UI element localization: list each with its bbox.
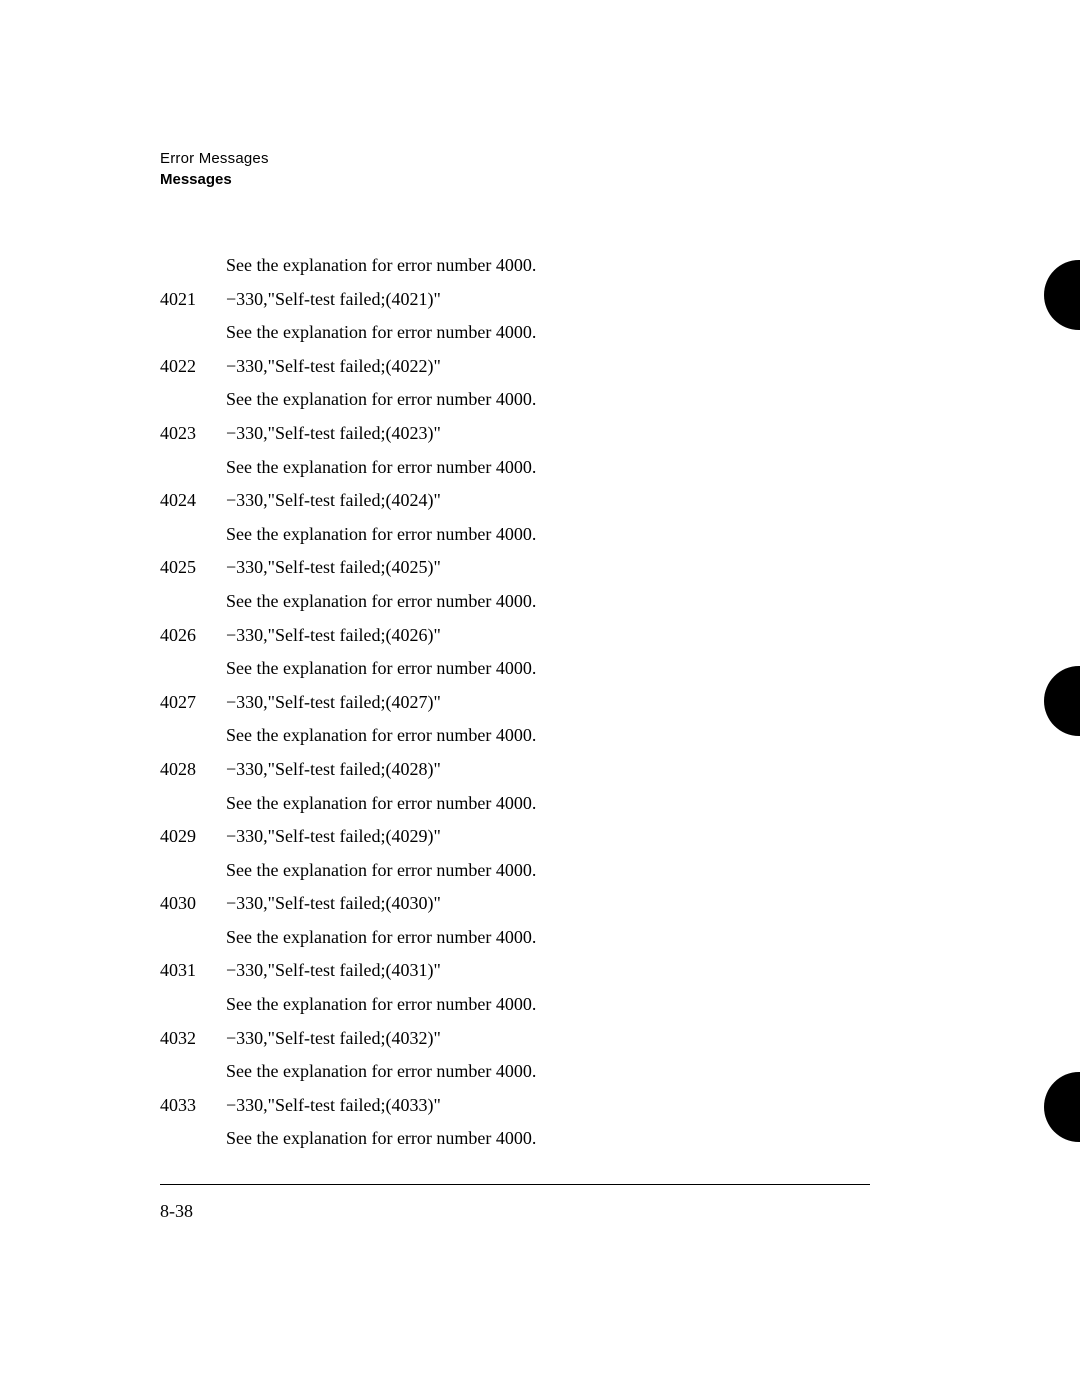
page-container: Error Messages Messages See the explanat…	[0, 0, 1080, 1392]
error-note: See the explanation for error number 400…	[226, 317, 960, 348]
preamble-text: See the explanation for error number 400…	[226, 250, 960, 281]
error-code: 4021	[160, 284, 226, 315]
error-code: 4023	[160, 418, 226, 449]
error-message: −330,"Self-test failed;(4032)"	[226, 1023, 960, 1054]
error-code: 4022	[160, 351, 226, 382]
error-code: 4033	[160, 1090, 226, 1121]
code-spacer	[160, 250, 226, 281]
error-code: 4026	[160, 620, 226, 651]
error-message: −330,"Self-test failed;(4027)"	[226, 687, 960, 718]
entry-row: 4032−330,"Self-test failed;(4032)"	[160, 1023, 960, 1054]
entry-note-row: See the explanation for error number 400…	[160, 720, 960, 751]
entry-note-row: See the explanation for error number 400…	[160, 922, 960, 953]
error-note: See the explanation for error number 400…	[226, 519, 960, 550]
error-message: −330,"Self-test failed;(4026)"	[226, 620, 960, 651]
error-note: See the explanation for error number 400…	[226, 1056, 960, 1087]
entry-note-row: See the explanation for error number 400…	[160, 519, 960, 550]
error-message: −330,"Self-test failed;(4029)"	[226, 821, 960, 852]
code-spacer	[160, 922, 226, 953]
entry-note-row: See the explanation for error number 400…	[160, 855, 960, 886]
entry-row: 4025−330,"Self-test failed;(4025)"	[160, 552, 960, 583]
error-note: See the explanation for error number 400…	[226, 586, 960, 617]
error-message: −330,"Self-test failed;(4030)"	[226, 888, 960, 919]
error-code: 4024	[160, 485, 226, 516]
error-note: See the explanation for error number 400…	[226, 720, 960, 751]
error-message: −330,"Self-test failed;(4025)"	[226, 552, 960, 583]
error-code: 4027	[160, 687, 226, 718]
entry-note-row: See the explanation for error number 400…	[160, 1123, 960, 1154]
error-code: 4029	[160, 821, 226, 852]
error-message: −330,"Self-test failed;(4033)"	[226, 1090, 960, 1121]
error-code: 4031	[160, 955, 226, 986]
code-spacer	[160, 788, 226, 819]
error-code: 4032	[160, 1023, 226, 1054]
running-header: Error Messages Messages	[160, 150, 960, 188]
entry-note-row: See the explanation for error number 400…	[160, 452, 960, 483]
code-spacer	[160, 989, 226, 1020]
code-spacer	[160, 653, 226, 684]
header-section: Error Messages	[160, 150, 960, 167]
entry-note-row: See the explanation for error number 400…	[160, 586, 960, 617]
content-block: See the explanation for error number 400…	[160, 250, 960, 1154]
entry-row: 4023−330,"Self-test failed;(4023)"	[160, 418, 960, 449]
entry-note-row: See the explanation for error number 400…	[160, 653, 960, 684]
entry-row: 4033−330,"Self-test failed;(4033)"	[160, 1090, 960, 1121]
entry-note-row: See the explanation for error number 400…	[160, 1056, 960, 1087]
code-spacer	[160, 1056, 226, 1087]
entry-note-row: See the explanation for error number 400…	[160, 384, 960, 415]
error-message: −330,"Self-test failed;(4024)"	[226, 485, 960, 516]
error-code: 4030	[160, 888, 226, 919]
entry-row: 4030−330,"Self-test failed;(4030)"	[160, 888, 960, 919]
entry-row: 4021−330,"Self-test failed;(4021)"	[160, 284, 960, 315]
entry-note-row: See the explanation for error number 400…	[160, 989, 960, 1020]
code-spacer	[160, 317, 226, 348]
entry-row: 4027−330,"Self-test failed;(4027)"	[160, 687, 960, 718]
entry-row: 4026−330,"Self-test failed;(4026)"	[160, 620, 960, 651]
footer-rule	[160, 1184, 870, 1185]
error-note: See the explanation for error number 400…	[226, 855, 960, 886]
error-message: −330,"Self-test failed;(4022)"	[226, 351, 960, 382]
error-note: See the explanation for error number 400…	[226, 1123, 960, 1154]
entries-list: 4021−330,"Self-test failed;(4021)"See th…	[160, 284, 960, 1154]
entry-row: 4022−330,"Self-test failed;(4022)"	[160, 351, 960, 382]
error-message: −330,"Self-test failed;(4023)"	[226, 418, 960, 449]
error-code: 4025	[160, 552, 226, 583]
error-note: See the explanation for error number 400…	[226, 452, 960, 483]
entry-note-row: See the explanation for error number 400…	[160, 317, 960, 348]
error-code: 4028	[160, 754, 226, 785]
entry-row: 4024−330,"Self-test failed;(4024)"	[160, 485, 960, 516]
error-note: See the explanation for error number 400…	[226, 384, 960, 415]
error-message: −330,"Self-test failed;(4028)"	[226, 754, 960, 785]
code-spacer	[160, 384, 226, 415]
entry-row: 4028−330,"Self-test failed;(4028)"	[160, 754, 960, 785]
code-spacer	[160, 720, 226, 751]
header-title: Messages	[160, 171, 960, 188]
error-note: See the explanation for error number 400…	[226, 989, 960, 1020]
code-spacer	[160, 519, 226, 550]
entry-row: 4029−330,"Self-test failed;(4029)"	[160, 821, 960, 852]
code-spacer	[160, 452, 226, 483]
error-message: −330,"Self-test failed;(4021)"	[226, 284, 960, 315]
page-number: 8-38	[160, 1201, 960, 1222]
code-spacer	[160, 586, 226, 617]
code-spacer	[160, 855, 226, 886]
entry-note-row: See the explanation for error number 400…	[160, 788, 960, 819]
error-message: −330,"Self-test failed;(4031)"	[226, 955, 960, 986]
error-note: See the explanation for error number 400…	[226, 922, 960, 953]
preamble-row: See the explanation for error number 400…	[160, 250, 960, 281]
error-note: See the explanation for error number 400…	[226, 788, 960, 819]
code-spacer	[160, 1123, 226, 1154]
error-note: See the explanation for error number 400…	[226, 653, 960, 684]
entry-row: 4031−330,"Self-test failed;(4031)"	[160, 955, 960, 986]
